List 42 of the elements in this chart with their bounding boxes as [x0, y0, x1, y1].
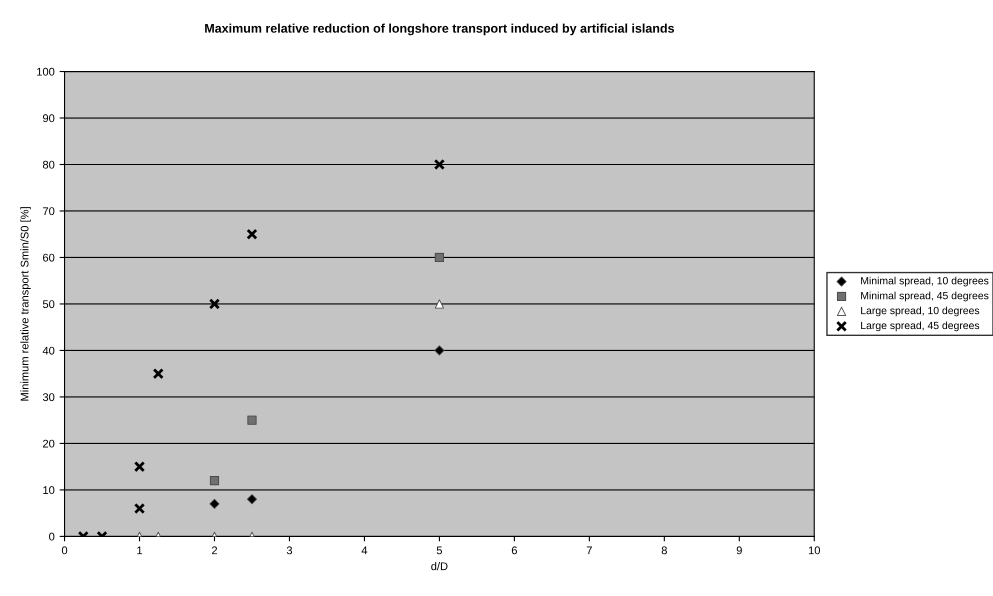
legend-label: Minimal spread, 10 degrees — [861, 276, 988, 286]
x-tick-label: 1 — [137, 546, 142, 554]
x-tick-label: 9 — [736, 546, 742, 554]
point — [247, 416, 257, 425]
y-tick-label: 30 — [42, 393, 54, 402]
x-tick-label: 6 — [512, 546, 517, 554]
chart-title: Maximum relative reduction of longshore transport induced by artificial islands — [205, 24, 674, 36]
y-tick-label: 0 — [49, 532, 54, 541]
point — [210, 476, 220, 486]
y-tick-label: 50 — [42, 300, 54, 308]
point — [434, 299, 444, 309]
y-tick-label: 100 — [37, 68, 54, 76]
x-tick-label: 3 — [286, 546, 292, 554]
y-tick-label: 70 — [43, 207, 54, 216]
y-tick-label: 60 — [43, 254, 54, 262]
x-tick-label: 2 — [212, 546, 218, 554]
x-tick-label: 10 — [808, 546, 820, 554]
point — [209, 498, 220, 509]
legend-label: Minimal spread, 45 degrees — [861, 292, 988, 302]
point — [152, 368, 164, 380]
x-axis-title: d/D — [431, 562, 448, 570]
point — [208, 298, 220, 310]
point — [246, 228, 258, 240]
y-tick-label: 10 — [43, 486, 54, 494]
y-tick-label: 80 — [42, 160, 54, 169]
y-tick-label: 20 — [43, 440, 54, 448]
x-tick-label: 5 — [436, 546, 442, 554]
y-tick-label: 90 — [42, 114, 54, 122]
point — [134, 502, 146, 514]
x-tick-label: 7 — [586, 546, 592, 554]
legend-label: Large spread, 45 degrees — [861, 321, 980, 332]
x-tick-label: 8 — [662, 546, 667, 554]
point — [434, 158, 445, 170]
y-tick-label: 40 — [42, 346, 54, 355]
point — [134, 461, 146, 472]
legend-label: Large spread, 10 degrees — [861, 306, 980, 316]
point — [434, 345, 444, 356]
point — [434, 252, 444, 262]
x-tick-label: 0 — [62, 546, 68, 554]
point — [246, 494, 257, 504]
y-axis-title: Minimum relative transport Smin/S0 [%] — [20, 207, 31, 401]
x-tick-label: 4 — [362, 546, 368, 554]
